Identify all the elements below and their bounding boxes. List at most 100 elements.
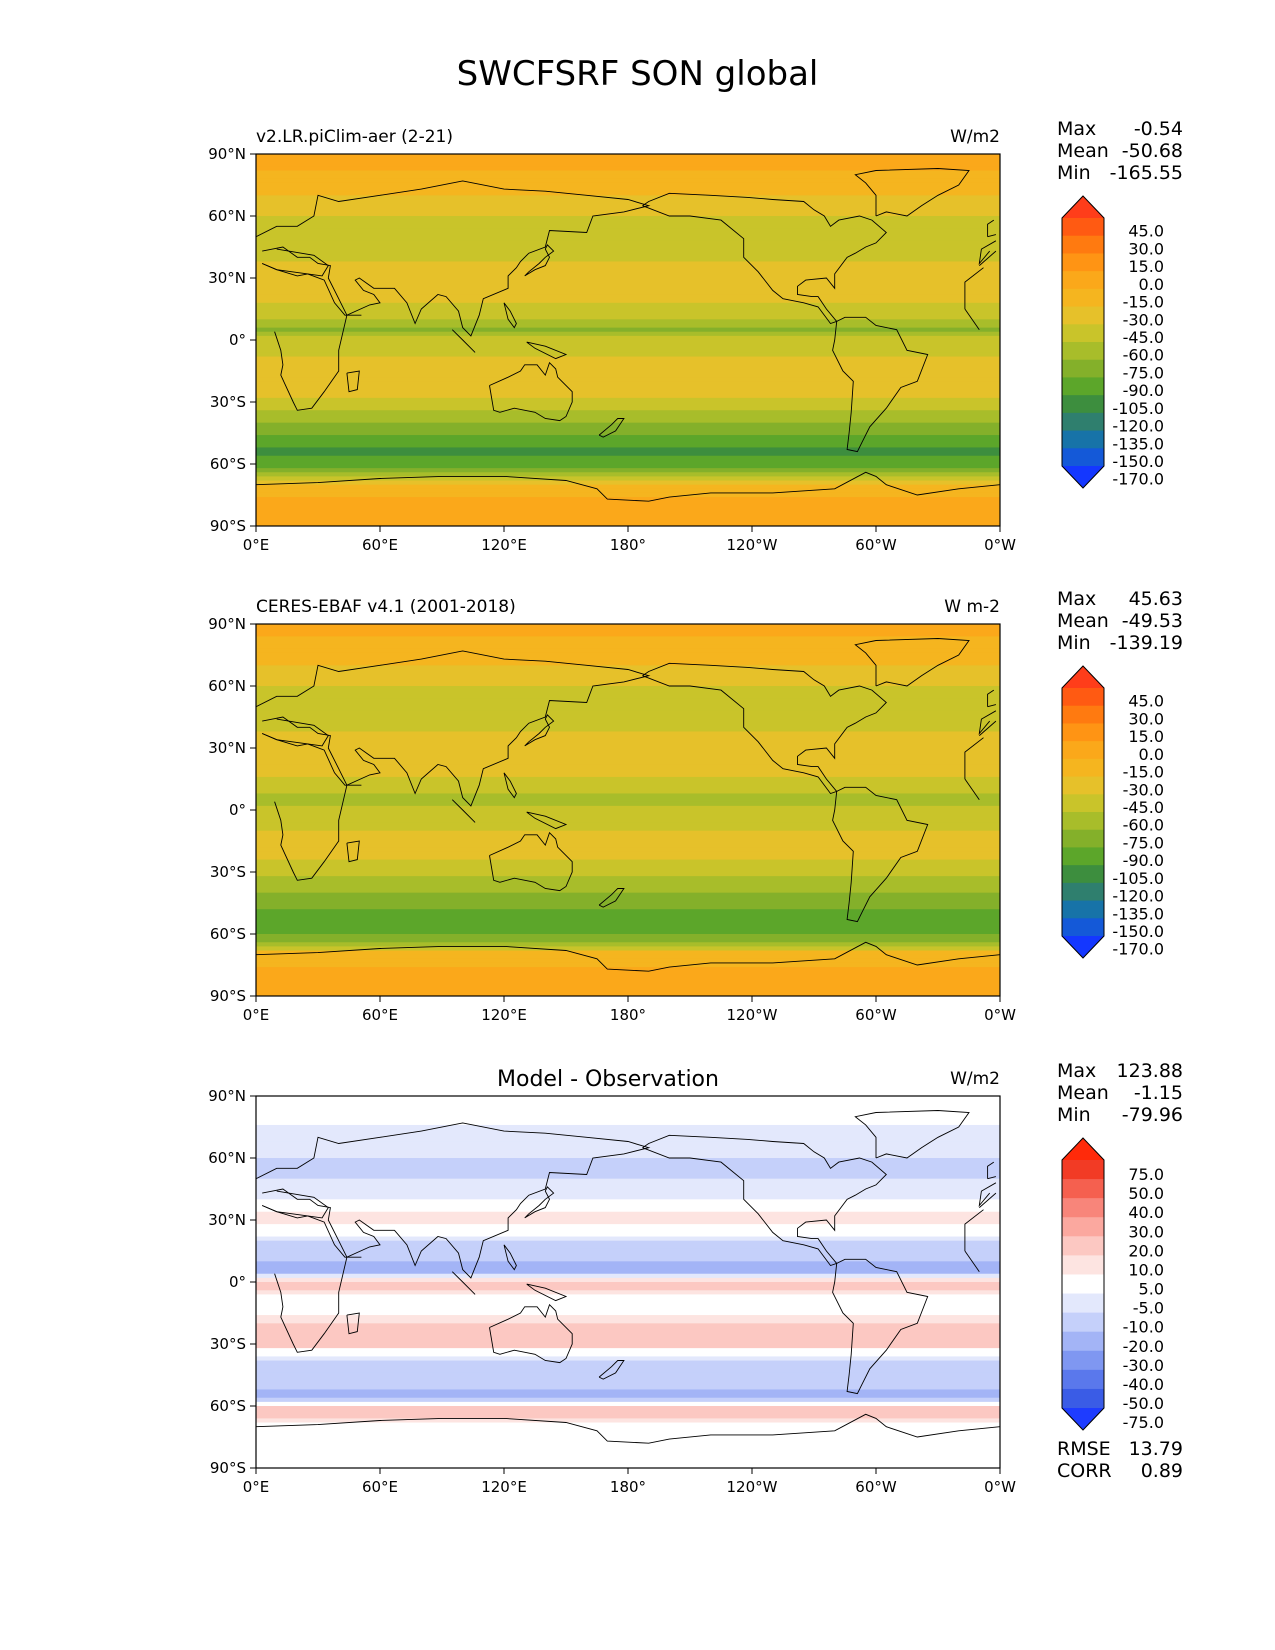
x-tick-label: 0°W (984, 1478, 1016, 1496)
field-band (256, 739, 1000, 745)
field-band (256, 743, 1000, 749)
field-band (256, 1306, 1000, 1312)
field-band (256, 851, 1000, 857)
field-band (256, 340, 1000, 345)
field-band (256, 888, 1000, 894)
field-band (256, 488, 1000, 494)
field-band (256, 863, 1000, 869)
field-band (256, 872, 1000, 877)
colorbar-tick-label: -45.0 (1123, 328, 1164, 347)
coastline (964, 308, 980, 330)
field-band (256, 447, 1000, 453)
field-bands (256, 154, 1000, 526)
field-band (256, 764, 1000, 770)
stat-label: Mean (1057, 140, 1109, 162)
field-band (256, 327, 1000, 333)
colorbar-tick-label: -90.0 (1123, 381, 1164, 400)
field-band (256, 1377, 1000, 1382)
coastline (526, 811, 568, 830)
colorbar-segment (1062, 253, 1104, 272)
field-band (256, 954, 1000, 960)
field-band (256, 669, 1000, 675)
colorbar-extend-top (1062, 196, 1104, 218)
field-band (256, 748, 1000, 753)
colorbar-tick-label: 15.0 (1128, 257, 1164, 276)
colorbar-segment (1062, 377, 1104, 396)
field-band (256, 1170, 1000, 1176)
field-band (256, 1265, 1000, 1271)
coastline (598, 418, 625, 438)
field-band (256, 768, 1000, 774)
y-tick-label: 30°S (210, 1335, 246, 1353)
field-band (256, 1389, 1000, 1395)
field-band (256, 1158, 1000, 1163)
y-tick-label: 0° (229, 331, 246, 349)
x-tick-label: 180° (610, 536, 646, 554)
field-band (256, 203, 1000, 209)
y-tick-label: 60°S (210, 925, 246, 943)
stat-value: -1.15 (1133, 1082, 1183, 1104)
field-band (256, 776, 1000, 782)
field-band (256, 455, 1000, 461)
field-band (256, 1166, 1000, 1171)
field-band (256, 344, 1000, 349)
coastlines (256, 168, 1000, 502)
colorbar-segment (1062, 359, 1104, 378)
field-band (256, 1236, 1000, 1242)
field-band (256, 1129, 1000, 1134)
field-band (256, 781, 1000, 786)
x-tick-label: 120°E (481, 536, 527, 554)
field-band (256, 1232, 1000, 1238)
field-band (256, 282, 1000, 287)
colorbar-segment (1062, 1369, 1104, 1390)
y-tick-label: 0° (229, 1273, 246, 1291)
colorbar-tick-label: -60.0 (1123, 346, 1164, 365)
field-band (256, 249, 1000, 254)
colorbar-tick-label: 0.0 (1139, 745, 1164, 764)
field-band (256, 509, 1000, 515)
field-band (256, 909, 1000, 914)
colorbar-segment (1062, 412, 1104, 432)
x-tick-label: 60°E (362, 1478, 398, 1496)
field-band (256, 211, 1000, 217)
stat-row: Max 45.63 (1057, 588, 1183, 610)
field-band (256, 938, 1000, 943)
coastline (987, 704, 997, 708)
field-band (256, 971, 1000, 976)
panel-units: W/m2 (950, 127, 1000, 147)
colorbar-segment (1062, 1274, 1104, 1295)
field-band (256, 182, 1000, 188)
coastline (987, 219, 995, 237)
colorbar-tick-label: -5.0 (1133, 1299, 1164, 1318)
field-band (256, 1133, 1000, 1138)
coastline (256, 650, 651, 807)
field-band (256, 1344, 1000, 1349)
field-band (256, 1240, 1000, 1246)
field-band (256, 640, 1000, 646)
map-plot-2: 0°E 60°E 120°E 180° 120°W 60°W 0°W 90°N 60°N 30°N… (208, 597, 1164, 1024)
field-band (256, 1406, 1000, 1411)
field-band (256, 1368, 1000, 1374)
colorbar-tick-label: 30.0 (1128, 239, 1164, 258)
map-panel-2: 0°E 60°E 120°E 180° 120°W 60°W 0°W 90°N 60°N 30°N… (0, 588, 1275, 1058)
corr-label: CORR (1057, 1460, 1112, 1482)
field-band (256, 706, 1000, 712)
colorbar-tick-label: 75.0 (1128, 1165, 1164, 1184)
field-band (256, 979, 1000, 985)
x-tick-label: 120°E (481, 1006, 527, 1024)
coastline (987, 689, 995, 707)
field-band (256, 719, 1000, 724)
colorbar-segment (1062, 288, 1104, 308)
colorbar-tick-label: -90.0 (1123, 851, 1164, 870)
coastline (262, 1205, 362, 1353)
panel-stats: Max 123.88 Mean -1.15 Min -79.96 (1057, 1060, 1183, 1126)
field-band (256, 698, 1000, 704)
field-band (256, 1120, 1000, 1126)
colorbar-segment (1062, 235, 1104, 254)
coastline (964, 1209, 984, 1251)
colorbar-tick-label: -135.0 (1112, 904, 1164, 923)
coastline (256, 471, 1000, 502)
y-tick-label: 60°S (210, 455, 246, 473)
x-tick-label: 120°W (727, 1006, 778, 1024)
coastline (854, 638, 970, 687)
